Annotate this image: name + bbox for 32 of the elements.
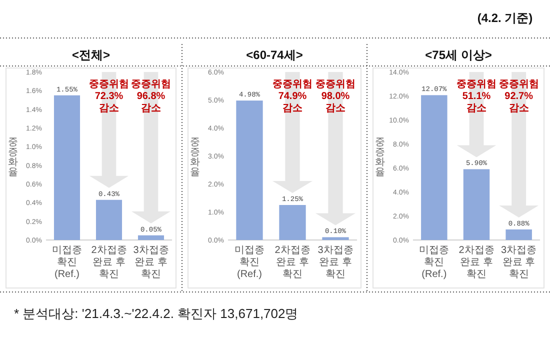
bar <box>54 95 80 240</box>
text: * 분석대상: '21.4.3.~'22.4.2. 확진자 13,671,702명 <box>14 306 298 321</box>
bar <box>138 235 164 240</box>
y-axis-title: 중증화율 <box>190 137 200 178</box>
x-tick-label: 2차접종 완료 후 확진 <box>458 245 494 280</box>
annotation: 중증위험 98.0% 감소 <box>316 79 356 114</box>
x-tick-label: 미접종 확진 (Ref.) <box>52 245 82 280</box>
annotation: 중증위험 74.9% 감소 <box>272 79 312 114</box>
chart-title: <60-74세> <box>246 48 303 62</box>
y-axis-title: 중증화율 <box>8 137 18 178</box>
annotation: 중증위험 72.3% 감소 <box>89 79 129 114</box>
x-tick-label: 3차접종 완료 후 확진 <box>133 245 169 280</box>
bar <box>322 237 349 240</box>
bar <box>279 205 306 240</box>
bar <box>506 229 532 240</box>
annotation: 중증위험 96.8% 감소 <box>131 79 171 114</box>
x-tick-label: 2차접종 완료 후 확진 <box>274 245 310 280</box>
text: (4.2. 기준) <box>477 11 533 25</box>
annotation: 중증위험 51.1% 감소 <box>456 79 496 114</box>
bar <box>421 95 448 240</box>
y-axis-title: 중증화율 <box>375 137 385 178</box>
chart-title: <75세 이상> <box>425 48 492 62</box>
x-tick-label: 3차접종 완료 후 확진 <box>318 245 354 280</box>
bar <box>236 100 263 240</box>
bar <box>463 169 490 240</box>
x-tick-label: 2차접종 완료 후 확진 <box>91 245 127 280</box>
x-tick-label: 미접종 확진 (Ref.) <box>234 245 264 280</box>
x-tick-label: 3차접종 완료 후 확진 <box>501 245 537 280</box>
chart-title: <전체> <box>72 48 110 62</box>
annotation: 중증위험 92.7% 감소 <box>498 79 539 114</box>
bar <box>96 200 122 240</box>
x-tick-label: 미접종 확진 (Ref.) <box>419 245 450 280</box>
